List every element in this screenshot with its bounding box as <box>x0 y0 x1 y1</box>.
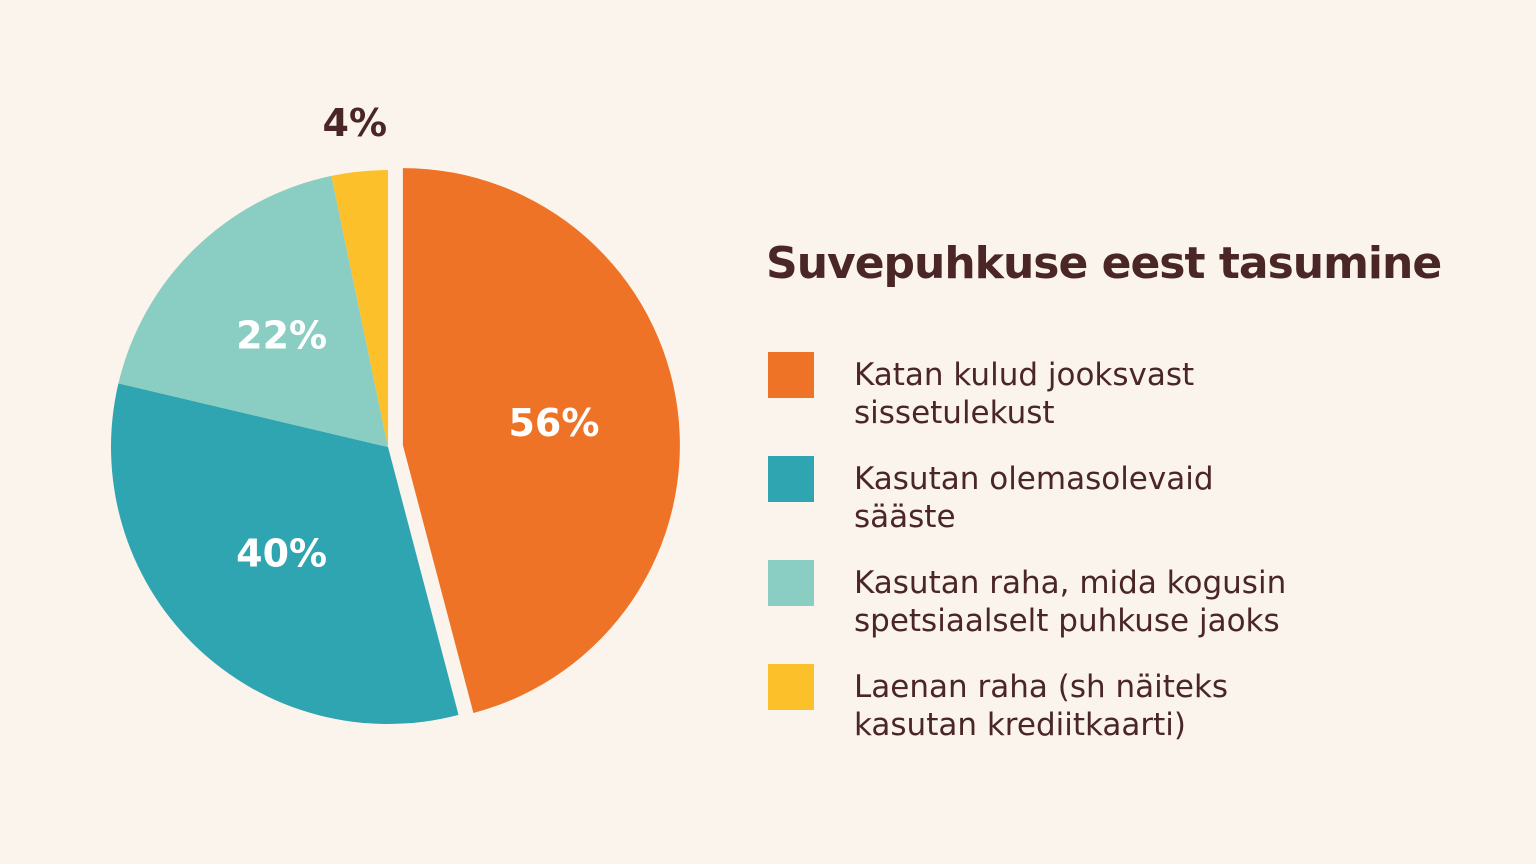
legend-item: Katan kulud jooksvast sissetulekust <box>768 352 1468 432</box>
pie-slice <box>402 168 680 713</box>
pie-slice <box>118 175 389 447</box>
legend-swatch <box>768 560 814 606</box>
slice-label: 22% <box>236 313 327 357</box>
legend-swatch <box>768 352 814 398</box>
legend: Katan kulud jooksvast sissetulekust Kasut… <box>768 352 1468 768</box>
legend-label: Kasutan olemasolevaid sääste <box>854 461 1214 535</box>
legend-swatch <box>768 456 814 502</box>
slice-label: 4% <box>323 101 388 145</box>
slice-label: 56% <box>508 401 599 445</box>
legend-item: Kasutan raha, mida kogusin spetsiaalselt… <box>768 560 1468 640</box>
legend-label: Kasutan raha, mida kogusin spetsiaalselt… <box>854 565 1287 639</box>
pie-slice <box>111 383 459 725</box>
legend-label: Katan kulud jooksvast sissetulekust <box>854 357 1195 431</box>
legend-swatch <box>768 664 814 710</box>
chart-title: Suvepuhkuse eest tasumine <box>766 238 1442 289</box>
slice-label: 40% <box>236 532 327 576</box>
legend-label: Laenan raha (sh näiteks kasutan krediitk… <box>854 669 1229 743</box>
legend-item: Kasutan olemasolevaid sääste <box>768 456 1468 536</box>
pie-chart: 56% 40% 22% 4% <box>111 101 680 725</box>
legend-item: Laenan raha (sh näiteks kasutan krediitk… <box>768 664 1468 744</box>
pie-slice <box>331 170 388 447</box>
